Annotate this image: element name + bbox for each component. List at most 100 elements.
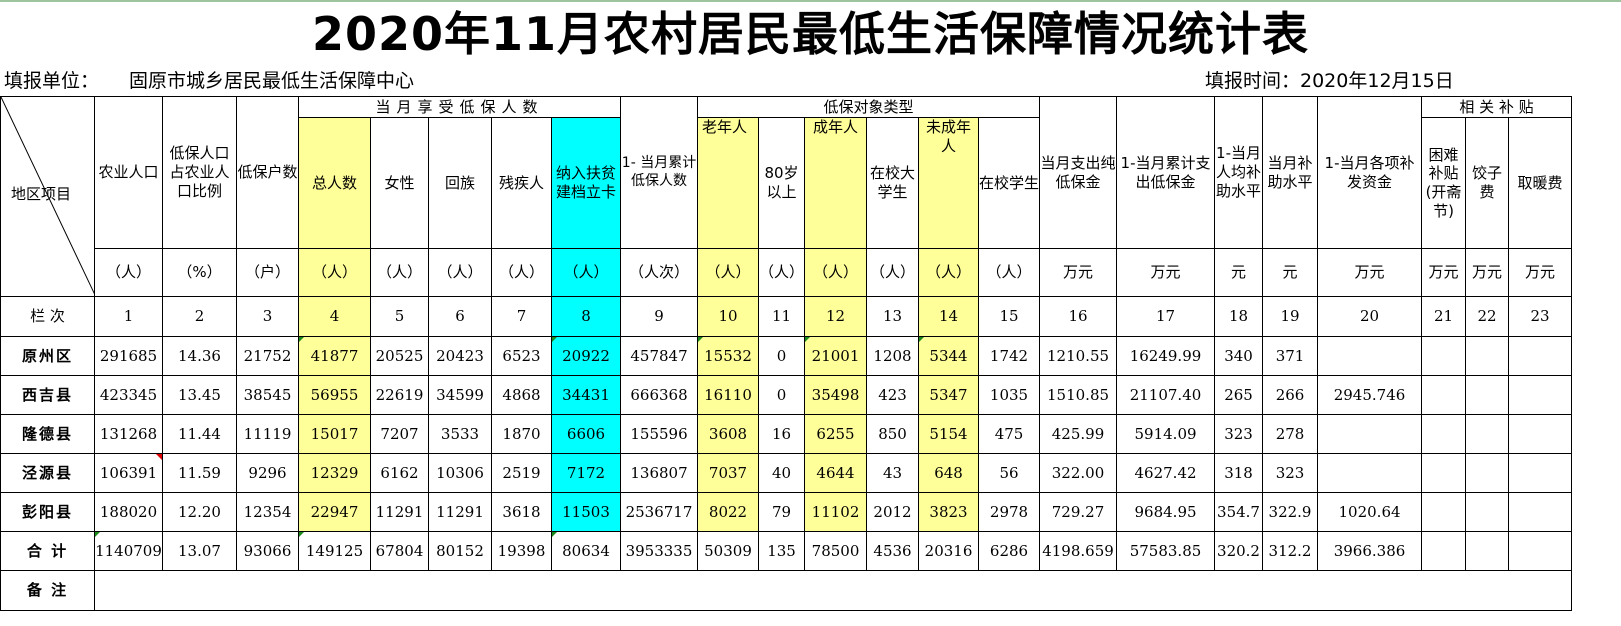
data-cell[interactable]: 6255 <box>804 414 868 454</box>
data-cell[interactable]: 318 <box>1214 453 1264 493</box>
data-cell[interactable]: 1140709 <box>94 531 163 571</box>
data-cell[interactable]: 38545 <box>236 375 299 415</box>
data-cell[interactable]: 13.07 <box>162 531 237 571</box>
data-cell[interactable] <box>1508 414 1573 454</box>
data-cell[interactable]: 14.36 <box>162 336 237 376</box>
data-cell[interactable] <box>1508 375 1573 415</box>
data-cell[interactable]: 149125 <box>298 531 371 571</box>
data-cell[interactable]: 11291 <box>428 492 492 532</box>
data-cell[interactable]: 43 <box>866 453 920 493</box>
data-cell[interactable]: 13.45 <box>162 375 237 415</box>
data-cell[interactable]: 6606 <box>551 414 621 454</box>
data-cell[interactable]: 136807 <box>620 453 698 493</box>
data-cell[interactable]: 67804 <box>370 531 429 571</box>
data-cell[interactable]: 3953335 <box>620 531 698 571</box>
data-cell[interactable]: 11102 <box>804 492 868 532</box>
data-cell[interactable]: 21001 <box>804 336 868 376</box>
data-cell[interactable]: 1208 <box>866 336 920 376</box>
data-cell[interactable]: 9296 <box>236 453 299 493</box>
data-cell[interactable]: 7172 <box>551 453 621 493</box>
data-cell[interactable]: 371 <box>1262 336 1319 376</box>
data-cell[interactable] <box>1317 453 1423 493</box>
data-cell[interactable]: 5154 <box>918 414 980 454</box>
data-cell[interactable]: 155596 <box>620 414 698 454</box>
data-cell[interactable]: 3533 <box>428 414 492 454</box>
data-cell[interactable]: 3966.386 <box>1317 531 1423 571</box>
data-cell[interactable]: 2945.746 <box>1317 375 1423 415</box>
data-cell[interactable]: 21752 <box>236 336 299 376</box>
data-cell[interactable]: 80152 <box>428 531 492 571</box>
data-cell[interactable]: 15017 <box>298 414 371 454</box>
data-cell[interactable]: 4536 <box>866 531 920 571</box>
data-cell[interactable]: 265 <box>1214 375 1264 415</box>
data-cell[interactable]: 106391 <box>94 453 163 493</box>
data-cell[interactable] <box>1508 492 1573 532</box>
data-cell[interactable]: 12329 <box>298 453 371 493</box>
data-cell[interactable]: 34431 <box>551 375 621 415</box>
data-cell[interactable]: 10306 <box>428 453 492 493</box>
data-cell[interactable]: 79 <box>757 492 806 532</box>
data-cell[interactable]: 291685 <box>94 336 163 376</box>
data-cell[interactable]: 6286 <box>978 531 1041 571</box>
data-cell[interactable]: 56 <box>978 453 1041 493</box>
data-cell[interactable]: 278 <box>1262 414 1319 454</box>
data-cell[interactable] <box>1465 453 1510 493</box>
data-cell[interactable]: 41877 <box>298 336 371 376</box>
data-cell[interactable]: 57583.85 <box>1116 531 1216 571</box>
data-cell[interactable]: 8022 <box>697 492 759 532</box>
data-cell[interactable]: 4644 <box>804 453 868 493</box>
data-cell[interactable]: 35498 <box>804 375 868 415</box>
data-cell[interactable] <box>1421 414 1467 454</box>
data-cell[interactable]: 1210.55 <box>1039 336 1118 376</box>
data-cell[interactable]: 11291 <box>370 492 429 532</box>
data-cell[interactable]: 11.44 <box>162 414 237 454</box>
data-cell[interactable]: 9684.95 <box>1116 492 1216 532</box>
data-cell[interactable]: 7207 <box>370 414 429 454</box>
data-cell[interactable] <box>1421 492 1467 532</box>
data-cell[interactable]: 423345 <box>94 375 163 415</box>
data-cell[interactable] <box>1508 453 1573 493</box>
data-cell[interactable]: 266 <box>1262 375 1319 415</box>
data-cell[interactable]: 16 <box>757 414 806 454</box>
data-cell[interactable]: 11503 <box>551 492 621 532</box>
data-cell[interactable]: 93066 <box>236 531 299 571</box>
data-cell[interactable] <box>1421 375 1467 415</box>
data-cell[interactable]: 4198.659 <box>1039 531 1118 571</box>
data-cell[interactable]: 188020 <box>94 492 163 532</box>
data-cell[interactable] <box>1465 414 1510 454</box>
data-cell[interactable]: 425.99 <box>1039 414 1118 454</box>
data-cell[interactable]: 1870 <box>491 414 552 454</box>
data-cell[interactable]: 78500 <box>804 531 868 571</box>
data-cell[interactable]: 475 <box>978 414 1041 454</box>
data-cell[interactable]: 20423 <box>428 336 492 376</box>
data-cell[interactable]: 50309 <box>697 531 759 571</box>
data-cell[interactable]: 423 <box>866 375 920 415</box>
data-cell[interactable]: 323 <box>1214 414 1264 454</box>
data-cell[interactable]: 34599 <box>428 375 492 415</box>
data-cell[interactable] <box>1421 531 1467 571</box>
data-cell[interactable]: 80634 <box>551 531 621 571</box>
data-cell[interactable]: 320.2 <box>1214 531 1264 571</box>
data-cell[interactable]: 2012 <box>866 492 920 532</box>
data-cell[interactable]: 354.7 <box>1214 492 1264 532</box>
data-cell[interactable]: 56955 <box>298 375 371 415</box>
data-cell[interactable]: 322.9 <box>1262 492 1319 532</box>
data-cell[interactable]: 21107.40 <box>1116 375 1216 415</box>
data-cell[interactable]: 6523 <box>491 336 552 376</box>
data-cell[interactable]: 322.00 <box>1039 453 1118 493</box>
data-cell[interactable]: 1742 <box>978 336 1041 376</box>
data-cell[interactable]: 323 <box>1262 453 1319 493</box>
data-cell[interactable]: 22619 <box>370 375 429 415</box>
data-cell[interactable]: 457847 <box>620 336 698 376</box>
data-cell[interactable]: 12.20 <box>162 492 237 532</box>
data-cell[interactable]: 3608 <box>697 414 759 454</box>
data-cell[interactable]: 0 <box>757 336 806 376</box>
data-cell[interactable]: 2519 <box>491 453 552 493</box>
data-cell[interactable]: 6162 <box>370 453 429 493</box>
data-cell[interactable]: 15532 <box>697 336 759 376</box>
data-cell[interactable]: 19398 <box>491 531 552 571</box>
data-cell[interactable] <box>1421 453 1467 493</box>
data-cell[interactable]: 135 <box>757 531 806 571</box>
data-cell[interactable]: 7037 <box>697 453 759 493</box>
data-cell[interactable]: 2978 <box>978 492 1041 532</box>
